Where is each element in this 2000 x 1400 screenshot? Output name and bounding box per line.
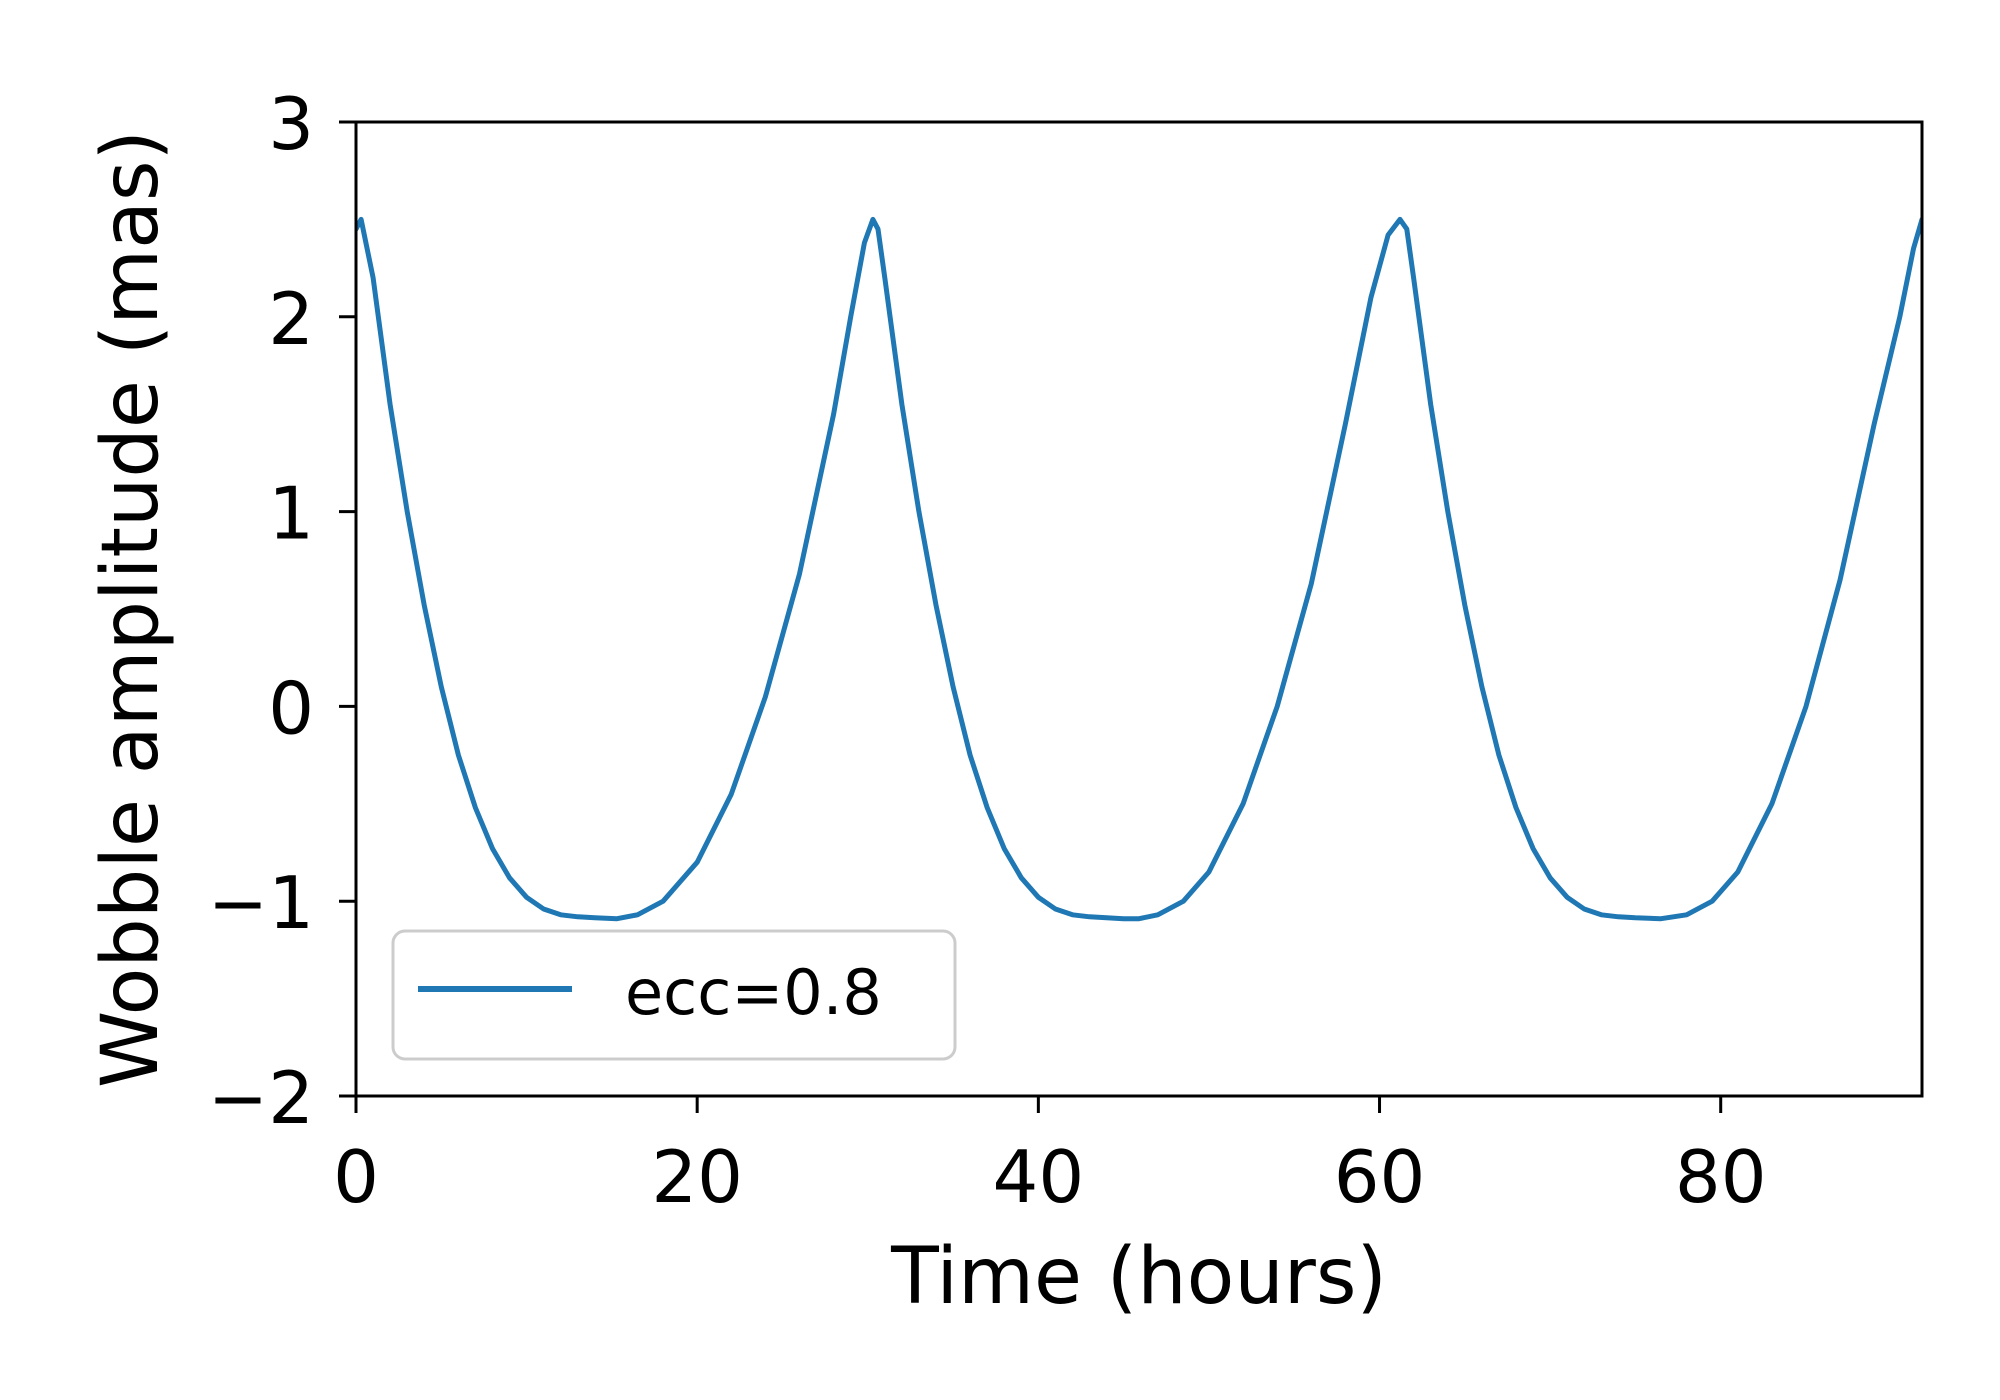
y-tick-label: 0	[268, 666, 314, 750]
y-tick-label: 2	[268, 277, 314, 361]
y-tick-label: 1	[268, 472, 314, 556]
legend-label: ecc=0.8	[625, 956, 882, 1029]
plot-frame	[354, 120, 1924, 1098]
x-axis: 0 20 40 60 80	[333, 1096, 1767, 1219]
x-tick-label: 60	[1334, 1135, 1426, 1219]
series-line-0	[356, 216, 1922, 922]
legend-box	[391, 929, 957, 1061]
x-tick-label: 80	[1675, 1135, 1767, 1219]
y-tick-label: −2	[208, 1056, 314, 1140]
y-axis-label: Wobble amplitude (mas)	[86, 130, 176, 1088]
x-tick-label: 40	[993, 1135, 1085, 1219]
x-tick-label: 20	[651, 1135, 743, 1219]
x-axis-label: Time (hours)	[890, 1232, 1387, 1322]
y-tick-label: 3	[268, 82, 314, 166]
x-tick-label: 0	[333, 1135, 379, 1219]
legend: ecc=0.8	[391, 929, 957, 1061]
y-tick-label: −1	[208, 861, 314, 945]
series-layer	[356, 216, 1922, 922]
y-axis: −2 −1 0 1 2 3	[208, 82, 356, 1140]
